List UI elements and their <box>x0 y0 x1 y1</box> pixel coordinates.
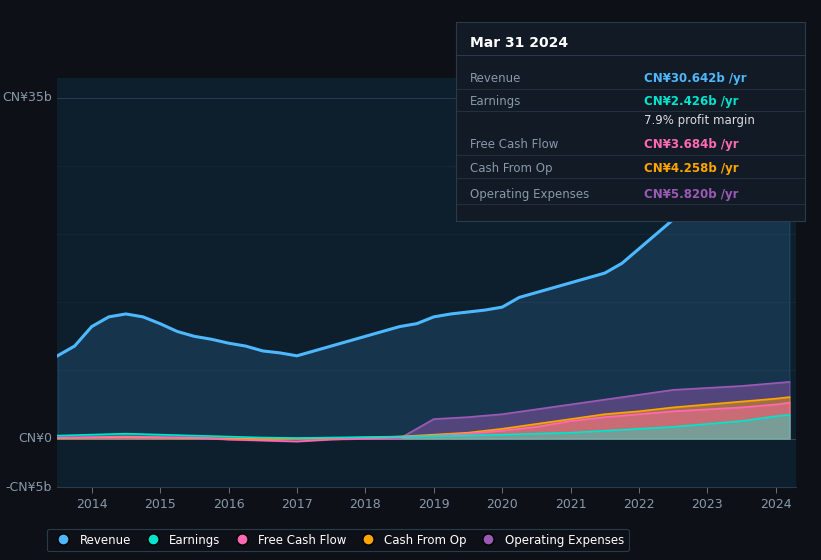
Text: Revenue: Revenue <box>470 72 521 85</box>
Text: Earnings: Earnings <box>470 95 521 109</box>
Text: Operating Expenses: Operating Expenses <box>470 188 589 201</box>
Text: Cash From Op: Cash From Op <box>470 162 552 175</box>
Text: 7.9% profit margin: 7.9% profit margin <box>644 114 755 127</box>
Text: Mar 31 2024: Mar 31 2024 <box>470 36 568 50</box>
Text: CN¥0: CN¥0 <box>18 432 52 445</box>
Text: Free Cash Flow: Free Cash Flow <box>470 138 558 151</box>
Text: CN¥30.642b /yr: CN¥30.642b /yr <box>644 72 747 85</box>
Legend: Revenue, Earnings, Free Cash Flow, Cash From Op, Operating Expenses: Revenue, Earnings, Free Cash Flow, Cash … <box>47 529 629 551</box>
Text: CN¥4.258b /yr: CN¥4.258b /yr <box>644 162 739 175</box>
Text: CN¥35b: CN¥35b <box>2 91 52 104</box>
Text: CN¥3.684b /yr: CN¥3.684b /yr <box>644 138 739 151</box>
Text: CN¥2.426b /yr: CN¥2.426b /yr <box>644 95 739 109</box>
Text: -CN¥5b: -CN¥5b <box>6 480 52 494</box>
Text: CN¥5.820b /yr: CN¥5.820b /yr <box>644 188 739 201</box>
